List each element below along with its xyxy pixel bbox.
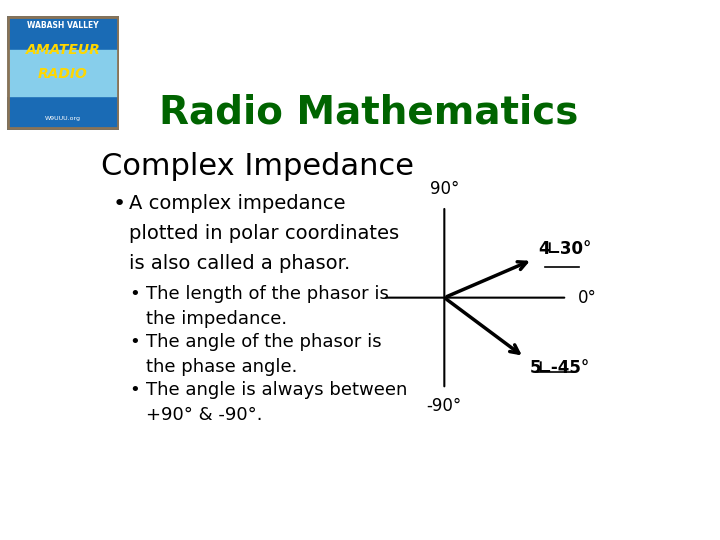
Text: The angle of the phasor is
the phase angle.: The angle of the phasor is the phase ang… bbox=[145, 333, 382, 376]
Text: ∟30°: ∟30° bbox=[546, 240, 591, 258]
Text: Radio Mathematics: Radio Mathematics bbox=[159, 94, 579, 132]
Text: •: • bbox=[129, 285, 140, 303]
Text: •: • bbox=[112, 194, 125, 214]
Text: 0°: 0° bbox=[578, 289, 597, 307]
Bar bbox=[7, 50, 119, 96]
Text: 90°: 90° bbox=[430, 180, 459, 198]
Text: The angle is always between
+90° & -90°.: The angle is always between +90° & -90°. bbox=[145, 381, 408, 424]
Text: is also called a phasor.: is also called a phasor. bbox=[129, 254, 351, 273]
Text: plotted in polar coordinates: plotted in polar coordinates bbox=[129, 224, 399, 242]
Text: AMATEUR: AMATEUR bbox=[26, 43, 100, 57]
Text: 4: 4 bbox=[538, 240, 550, 258]
Text: •: • bbox=[129, 333, 140, 351]
Text: ∟-45°: ∟-45° bbox=[538, 359, 590, 377]
Text: 5: 5 bbox=[530, 359, 541, 377]
Text: -90°: -90° bbox=[427, 397, 462, 415]
Text: •: • bbox=[129, 381, 140, 399]
Text: WABASH VALLEY: WABASH VALLEY bbox=[27, 21, 99, 30]
Text: Complex Impedance: Complex Impedance bbox=[101, 152, 414, 181]
Text: The length of the phasor is
the impedance.: The length of the phasor is the impedanc… bbox=[145, 285, 389, 328]
Text: A complex impedance: A complex impedance bbox=[129, 194, 346, 213]
Text: W9UUU.org: W9UUU.org bbox=[45, 116, 81, 120]
Text: RADIO: RADIO bbox=[38, 68, 88, 81]
